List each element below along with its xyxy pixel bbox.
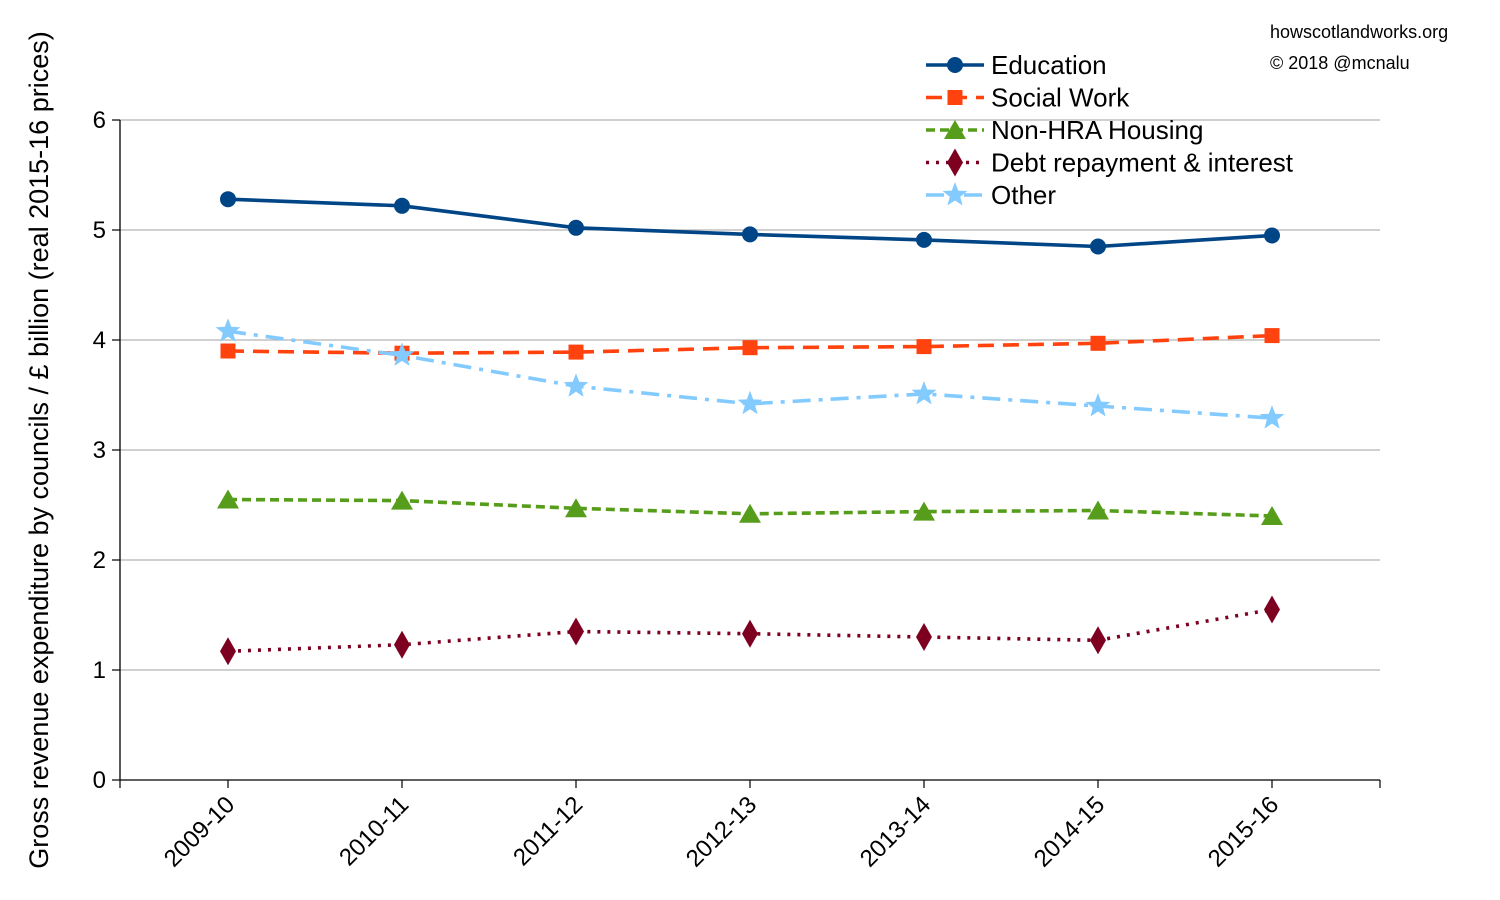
marker-circle <box>1264 227 1280 244</box>
series-other <box>215 318 1285 429</box>
marker-star <box>911 380 937 405</box>
marker-circle <box>742 226 758 243</box>
marker-circle <box>916 231 932 248</box>
marker-square <box>1264 328 1280 344</box>
legend-label: Other <box>991 180 1056 210</box>
marker-star <box>215 318 241 342</box>
legend-item: Education <box>926 50 1107 80</box>
marker-triangle <box>739 503 761 523</box>
marker-star <box>942 182 968 206</box>
marker-triangle <box>944 120 966 139</box>
marker-square <box>1090 335 1106 351</box>
marker-diamond <box>1090 626 1106 655</box>
x-tick-label: 2015-16 <box>1203 791 1284 872</box>
marker-square <box>947 90 963 105</box>
y-tick-label: 0 <box>93 767 106 794</box>
series-debt-repayment-interest <box>220 595 1280 666</box>
x-tick-label: 2009-10 <box>159 791 240 872</box>
y-tick-label: 4 <box>93 327 106 354</box>
series-social-work <box>220 328 1280 361</box>
marker-diamond <box>394 630 410 659</box>
marker-circle <box>947 57 963 73</box>
legend-item: Non-HRA Housing <box>926 115 1203 145</box>
marker-diamond <box>1264 595 1280 624</box>
marker-diamond <box>947 148 963 177</box>
grid <box>120 119 1380 671</box>
marker-triangle <box>913 501 935 521</box>
marker-circle <box>568 219 584 236</box>
legend-item: Social Work <box>926 83 1130 113</box>
marker-square <box>916 339 932 355</box>
credit-copyright: © 2018 @mcnalu <box>1270 53 1410 73</box>
marker-triangle <box>217 489 239 509</box>
x-tick-label: 2010-11 <box>334 791 414 871</box>
marker-triangle <box>1087 500 1109 520</box>
x-tick-label: 2011-12 <box>508 791 588 871</box>
marker-square <box>568 344 584 360</box>
marker-triangle <box>565 498 587 518</box>
marker-star <box>563 373 589 397</box>
y-tick-label: 2 <box>93 547 106 574</box>
marker-diamond <box>568 617 584 646</box>
legend-item: Debt repayment & interest <box>926 148 1294 178</box>
y-axis-label: Gross revenue expenditure by councils / … <box>24 31 54 868</box>
marker-circle <box>220 191 236 208</box>
marker-diamond <box>220 637 236 666</box>
x-tick-label: 2012-13 <box>681 791 762 872</box>
marker-circle <box>1090 238 1106 255</box>
marker-triangle <box>1261 506 1283 525</box>
marker-diamond <box>742 619 758 648</box>
marker-square <box>742 340 758 356</box>
credit-site: howscotlandworks.org <box>1270 22 1449 42</box>
x-tick-label: 2013-14 <box>855 791 936 872</box>
marker-diamond <box>916 623 932 651</box>
x-tick-label: 2014-15 <box>1029 791 1110 872</box>
legend-label: Education <box>991 50 1107 80</box>
marker-star <box>737 390 763 415</box>
y-tick-label: 6 <box>93 107 106 134</box>
marker-star <box>1085 393 1111 417</box>
y-tick-label: 1 <box>93 657 106 684</box>
marker-triangle <box>391 490 413 510</box>
legend-item: Other <box>926 180 1056 210</box>
legend-label: Debt repayment & interest <box>991 148 1294 178</box>
legend-label: Social Work <box>991 83 1130 113</box>
series-education <box>220 191 1280 255</box>
marker-circle <box>394 197 410 214</box>
y-tick-label: 3 <box>93 437 106 464</box>
y-tick-label: 5 <box>93 217 106 244</box>
marker-star <box>1259 405 1285 429</box>
marker-square <box>220 343 236 359</box>
legend-label: Non-HRA Housing <box>991 115 1203 145</box>
series-non-hra-housing <box>217 489 1283 525</box>
series-group <box>215 191 1285 666</box>
axes: 0 1 2 3 4 5 6 2009-10 2010-11 2011-12 2012-13 2013-… <box>93 107 1381 873</box>
marker-star <box>389 342 415 366</box>
